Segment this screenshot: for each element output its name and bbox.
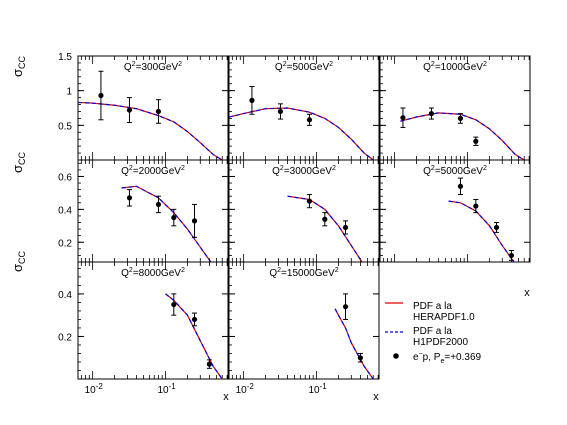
legend-data-sub: e [440, 358, 444, 365]
y-label-subscript: CC [17, 55, 27, 68]
data-point [473, 203, 479, 209]
y-tick-label: 0.5 [58, 121, 72, 132]
panel-title: Q2=1000GeV2 [423, 61, 487, 73]
legend-h1pdf-label-2: H1PDF2000 [413, 337, 468, 348]
data-point [191, 316, 198, 323]
legend: PDF a la HERAPDF1.0 PDF a la H1PDF2000 e… [385, 301, 482, 365]
y-axis-label-row3: σCC [10, 250, 27, 272]
panel-title: Q2=5000GeV2 [423, 165, 487, 177]
panel-q2-15000: 10-2 10-1 Q2=15000GeV2 [228, 261, 380, 396]
data-point [306, 117, 313, 123]
curve-h1pdf [448, 200, 515, 262]
y-tick-label: 0.4 [58, 290, 72, 301]
data-point [357, 355, 363, 361]
data-point [508, 252, 514, 259]
data-point [206, 361, 212, 367]
panel-frame [77, 261, 229, 380]
data-point [171, 301, 177, 308]
y-axis-labels: σCC σCC σCC [10, 55, 27, 272]
data-point [428, 110, 435, 117]
legend-data-marker [393, 353, 399, 359]
x-tick-label: 10-2 [85, 382, 104, 396]
y-label-subscript: CC [17, 250, 27, 263]
y-label-symbol: σ [10, 165, 25, 173]
legend-data-main: e [413, 352, 419, 363]
panel-q2-300: 0.5 1 1.5 Q2=300GeV2 [58, 52, 229, 161]
data-point [126, 107, 133, 113]
curve-h1pdf [334, 308, 374, 379]
x-tick-label: 10-1 [309, 382, 328, 396]
y-tick-label: 0.2 [58, 238, 72, 249]
legend-herapdf-label-1: PDF a la [413, 301, 452, 312]
y-axis-label-row2: σCC [10, 151, 27, 173]
panel-q2-3000: Q2=3000GeV2 [228, 159, 380, 263]
y-tick-label: 0.6 [58, 172, 72, 183]
data-point [98, 92, 104, 99]
curve-h1pdf [121, 185, 212, 262]
legend-h1pdf-label-1: PDF a la [413, 326, 452, 337]
panel-title: Q2=300GeV2 [124, 61, 182, 73]
y-tick-label: 0.4 [58, 205, 72, 216]
panel-frame [379, 159, 531, 263]
legend-data-sup: − [419, 351, 423, 358]
y-label-symbol: σ [10, 69, 25, 77]
y-tick-label: 1.5 [58, 52, 72, 63]
panel-q2-2000: 0.2 0.4 0.6 Q2=2000GeV2 [58, 159, 229, 263]
curve-h1pdf [229, 107, 374, 160]
panel-q2-5000: Q2=5000GeV2 [379, 159, 531, 263]
x-axis-labels: x x x [223, 287, 530, 403]
x-tick-label: 10-2 [236, 382, 255, 396]
data-point [493, 224, 500, 231]
panels-group: 0.5 1 1.5 Q2=300GeV2 Q2=500GeV2 Q2=1000GeV2 0.… [58, 52, 531, 396]
x-axis-label-panel-15000: x [223, 391, 229, 403]
y-label-subscript: CC [17, 151, 27, 164]
panel-title: Q2=500GeV2 [275, 61, 333, 73]
curve-h1pdf [78, 101, 223, 160]
x-axis-label-panel-5000: x [524, 287, 530, 299]
data-point [322, 216, 328, 222]
y-tick-label: 1 [66, 87, 72, 98]
curve-h1pdf [400, 112, 525, 160]
curve-h1pdf [165, 293, 223, 379]
data-point [155, 201, 162, 208]
data-point [457, 115, 464, 121]
data-point [400, 115, 406, 121]
data-point [457, 183, 464, 189]
panel-q2-1000: Q2=1000GeV2 [379, 55, 531, 161]
y-axis-label-row1: σCC [10, 55, 27, 77]
data-point [277, 108, 284, 115]
data-point [171, 214, 177, 221]
data-point [473, 138, 479, 144]
panel-title: Q2=2000GeV2 [121, 165, 185, 177]
data-point [249, 97, 255, 103]
legend-data-tail: =+0.369 [444, 352, 481, 363]
y-label-symbol: σ [10, 264, 25, 272]
data-point [342, 224, 349, 231]
x-axis-label-panel-8000: x [373, 391, 379, 403]
y-tick-label: 0.2 [58, 332, 72, 343]
panel-q2-8000: 0.2 0.4 10-2 10-1 Q2=8000GeV2 [58, 261, 229, 396]
panel-frame [228, 261, 380, 380]
panel-title: Q2=8000GeV2 [121, 267, 185, 279]
x-tick-label: 10-1 [158, 382, 177, 396]
data-point [306, 198, 313, 204]
panel-title: Q2=3000GeV2 [272, 165, 336, 177]
data-point [155, 108, 162, 115]
legend-data-mid: p, P [423, 352, 441, 363]
legend-herapdf-label-2: HERAPDF1.0 [413, 312, 475, 323]
data-point [126, 195, 133, 201]
panel-title: Q2=15000GeV2 [269, 267, 338, 279]
legend-data-label: e−p, Pe=+0.369 [413, 351, 482, 365]
data-point [342, 304, 349, 310]
data-point [191, 218, 198, 224]
